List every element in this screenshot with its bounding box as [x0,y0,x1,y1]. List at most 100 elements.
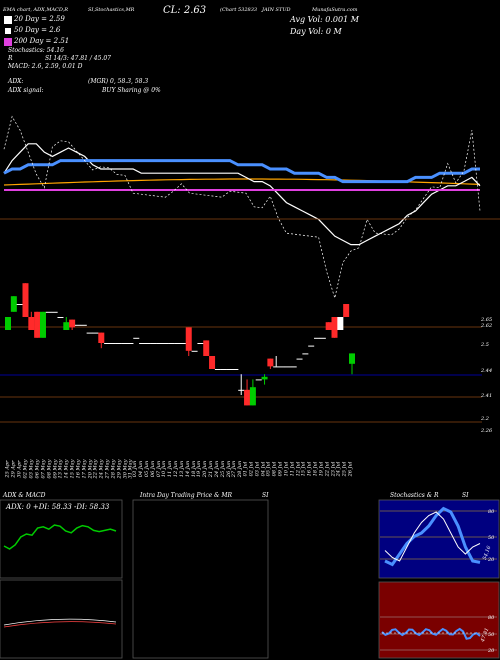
candle-body [290,366,297,368]
candle-body [302,353,309,355]
stoch-line [384,506,481,567]
adx-values: (MGR) 0, 58.3, 58.3 [88,78,149,85]
adx-label: ADX: [8,78,24,85]
macd-tick-80: 80 [488,615,495,621]
candle-body [191,350,198,352]
candle-body [174,343,181,344]
price-tick: 2.26 [481,428,493,434]
stoch-si-label: SI [462,492,469,499]
candle-body [325,322,332,330]
day-vol-label: Day Vol: 0 M [290,27,342,36]
candle-body [156,343,163,344]
symbol-label: (Chart 532833 [220,7,258,13]
price-tick: 2.62 [481,323,493,329]
candle-body [16,304,23,305]
candle-body [284,366,291,368]
candle-body [267,358,274,367]
candle-body [179,343,186,344]
ema20-legend: 20 Day = 2.59 [14,15,65,23]
site-label: MunafaSutra.com [312,7,358,13]
ema50-swatch [4,27,12,35]
ema200-legend: 200 Day = 2.51 [14,37,70,45]
candle-body [92,332,99,334]
macd-signal-line [3,621,117,628]
candle-body [232,369,239,370]
adx-line [3,524,117,550]
candle-body [226,369,233,370]
ema-line-20 [3,143,481,246]
header-indicators: EMA chart, ADX,MACD,R [3,7,69,13]
candle-body [121,343,128,344]
candle-body [261,376,268,380]
candle-body [5,317,11,330]
adx-signal: ADX signal: [8,87,44,94]
intra-panel [132,499,269,659]
price-dotted-line [3,115,481,300]
candle-body [209,356,216,369]
ema20-swatch [4,16,12,24]
candle-body [337,317,344,330]
candle-body [279,366,286,368]
candle-body [45,311,52,313]
adx-panel-title: ADX & MACD [3,492,46,499]
price-tick: 2.41 [481,393,493,399]
price-tick: 2.65 [481,317,493,323]
macd-tick-50: 50 [488,632,495,638]
macd-tick-20: 20 [488,648,495,654]
candle-body [150,343,157,344]
candle-body [331,317,338,338]
candle-body [296,358,303,360]
candle-body [220,369,227,370]
candle-body [34,311,41,338]
candle-body [69,319,76,328]
macd-line [3,618,117,626]
candle-body [80,324,87,326]
price-tick: 2.5 [481,342,489,348]
candle-body [86,332,93,334]
candle-body [203,340,210,356]
candle-body [314,337,321,339]
stoch-tick-80: 80 [488,509,495,515]
stoch-panel-title: Stochastics & R [390,492,439,499]
candle-body [308,345,315,347]
stoch-tick-50: 50 [488,535,495,541]
ema-line-50 [3,159,480,184]
avg-vol-label: Avg Vol: 0.001 M [290,15,359,24]
si-line [381,627,481,640]
candle-body [133,337,140,339]
r-line [384,511,481,562]
candle-body [127,343,134,344]
candle-body [51,311,58,313]
adx-panel [0,499,123,579]
price-tick: 2.44 [481,368,493,374]
candle-body [10,296,17,312]
price-chart [0,115,500,423]
adx-values-text: ADX: 0 +DI: 58.33 -DI: 58.33 [6,503,110,511]
r-panel [378,581,500,659]
candle-body [139,343,146,344]
candle-body [244,389,251,406]
stoch-tick-20: 20 [488,557,495,563]
candle-body [162,343,169,344]
si-label: SI 14/3: 47.81 / 45.07 [45,55,111,62]
candle-body [214,369,221,370]
buy-signal: BUY Sharing @ 0% [102,87,161,94]
candle-body [109,343,116,344]
macd-label: MACD: 2.6, 2.59, 0.01 D [8,63,83,70]
price-tick: 2.2 [481,416,489,422]
candle-body [319,337,326,339]
candle-body [343,304,350,317]
intra-panel-title: Intra Day Trading Price & MR [140,492,233,499]
candle-body [98,332,105,343]
header-stoch: SI,Stochastics,MR [88,7,135,13]
stoch-label: Stochastics: 54.16 [8,47,64,54]
close-price-label: CL: 2.63 [163,5,207,16]
candle-body [238,389,245,391]
intra-si-label: SI [262,492,269,499]
candle-body [255,379,262,381]
candle-body [185,327,192,351]
candle-body [22,283,29,317]
candle-body [74,324,81,326]
company-label: JAIN STUD [262,7,291,13]
